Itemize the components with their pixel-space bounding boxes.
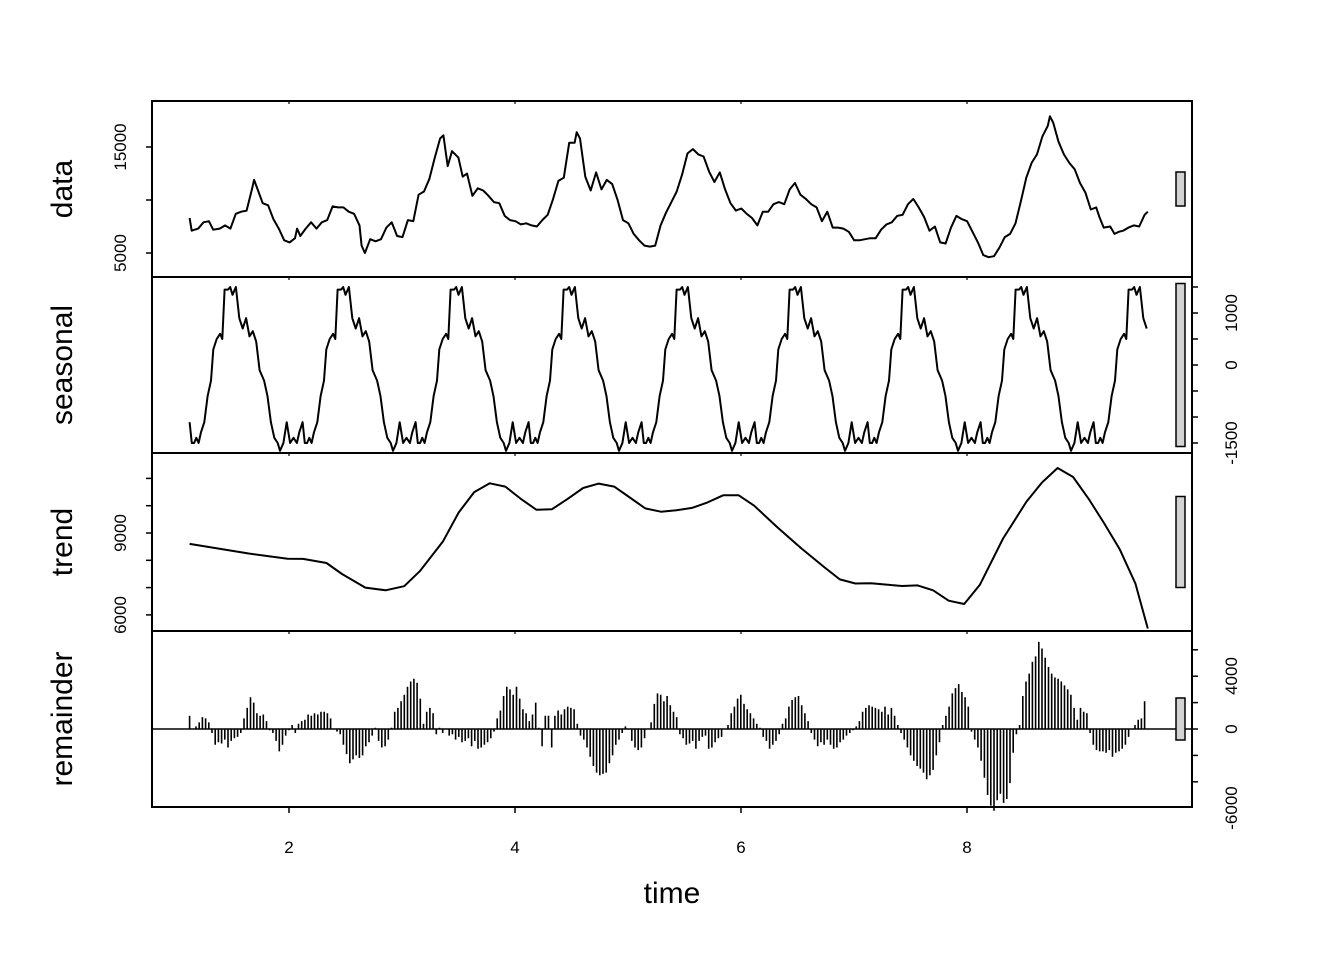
x-tick-4: 4 (510, 838, 519, 857)
series-layer (152, 115, 1192, 811)
remainder-tick-neg6000: -6000 (1222, 786, 1241, 829)
seasonal-panel-label: seasonal (46, 305, 79, 425)
trend-panel-frame (151, 452, 1193, 632)
trend-tick-9000: 9000 (111, 514, 130, 552)
trend-tick-6000: 6000 (111, 596, 130, 634)
remainder-panel-label: remainder (46, 651, 79, 786)
x-tick-8: 8 (962, 838, 971, 857)
data-tick-5000: 5000 (111, 234, 130, 272)
remainder-tick-4000: 4000 (1222, 657, 1241, 695)
data-range-bar (1175, 171, 1186, 207)
seasonal-tick-0: 0 (1222, 360, 1241, 369)
seasonal-tick-neg1500: -1500 (1222, 421, 1241, 464)
panel-frames (151, 100, 1193, 808)
data-panel-frame (151, 100, 1193, 278)
remainder-range-bar (1175, 697, 1186, 741)
tick-layer (146, 101, 1198, 813)
trend-range-bar (1175, 495, 1186, 589)
x-tick-2: 2 (284, 838, 293, 857)
seasonal-range-bar (1175, 282, 1186, 448)
x-axis-label: time (644, 877, 701, 910)
data-tick-15000: 15000 (111, 123, 130, 170)
trend-panel-label: trend (46, 508, 79, 576)
seasonal-panel-frame (151, 276, 1193, 454)
x-tick-6: 6 (736, 838, 745, 857)
remainder-panel-frame (151, 630, 1193, 808)
data-panel-label: data (46, 159, 79, 218)
remainder-tick-0: 0 (1222, 724, 1241, 733)
remainder-bars (188, 641, 1146, 811)
trend-line (189, 467, 1149, 629)
seasonal-line (188, 286, 1148, 452)
data-line (188, 115, 1149, 259)
seasonal-tick-1000: 1000 (1222, 294, 1241, 332)
